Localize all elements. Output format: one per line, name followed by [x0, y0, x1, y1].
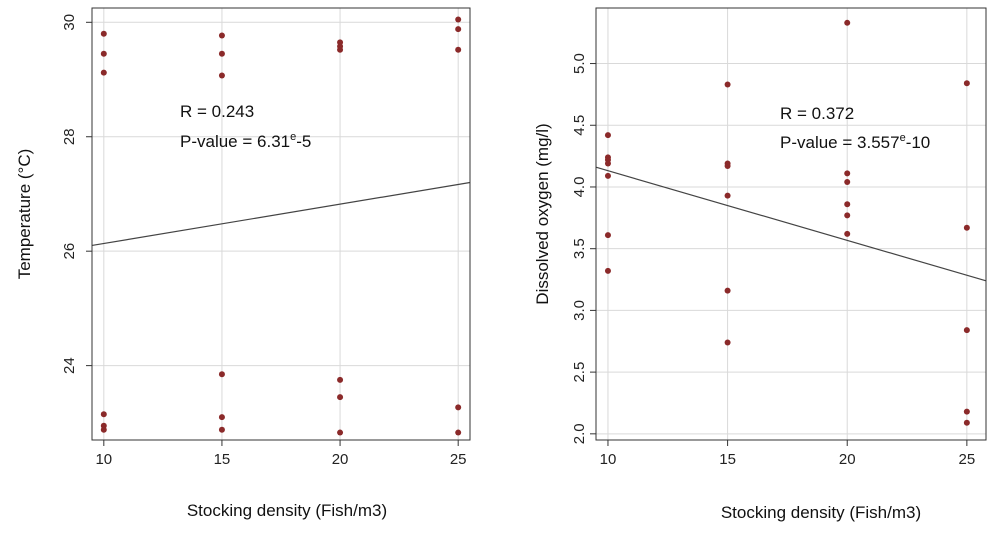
x-tick-label: 10 — [600, 451, 617, 468]
x-axis-title: Stocking density (Fish/m3) — [187, 501, 387, 520]
p-value-superscript: e — [290, 131, 296, 143]
p-value-text: P-value = 3.557e-10 — [780, 132, 930, 152]
y-tick-label: 3.0 — [571, 300, 588, 321]
p-value-superscript: e — [900, 132, 906, 144]
data-point — [337, 46, 344, 53]
regression-line — [595, 166, 987, 282]
data-point — [844, 230, 851, 237]
data-point — [337, 376, 344, 383]
data-point — [100, 50, 107, 57]
p-value-prefix: P-value = 3.557 — [780, 133, 900, 152]
r-value-text: R = 0.372 — [780, 104, 854, 123]
x-tick-label: 15 — [719, 451, 736, 468]
y-tick-label: 2.5 — [571, 362, 588, 383]
data-point — [724, 287, 731, 294]
x-tick-label: 25 — [450, 451, 467, 468]
data-point — [844, 19, 851, 26]
data-point — [455, 16, 462, 23]
y-tick-label: 3.5 — [571, 238, 588, 259]
data-point — [455, 46, 462, 53]
chart-panel-2: R = 0.372 P-value = 3.557e-10 10 15 20 25 2.0 2… — [533, 7, 987, 522]
data-point — [963, 224, 970, 231]
data-point — [218, 72, 225, 79]
data-point — [963, 80, 970, 87]
p-value-prefix: P-value = 6.31 — [180, 132, 290, 151]
data-point — [604, 172, 611, 179]
x-tick-label: 15 — [214, 451, 231, 468]
data-point — [963, 327, 970, 334]
data-point — [604, 160, 611, 167]
y-tick-label: 4.5 — [571, 115, 588, 136]
data-point — [963, 419, 970, 426]
data-point — [218, 50, 225, 57]
data-point — [100, 30, 107, 37]
y-tick-label: 5.0 — [571, 53, 588, 74]
p-value-suffix: -10 — [906, 133, 931, 152]
data-point — [218, 371, 225, 378]
y-tick-label: 26 — [61, 243, 78, 260]
data-point — [100, 411, 107, 418]
data-point — [963, 408, 970, 415]
p-value-suffix: -5 — [296, 132, 311, 151]
data-point — [100, 426, 107, 433]
data-point — [455, 26, 462, 33]
y-tick-label: 4.0 — [571, 177, 588, 198]
chart-panel-1: R = 0.243 P-value = 6.31e-5 10 15 20 25 24 26 28… — [15, 7, 471, 520]
data-point — [844, 212, 851, 219]
r-value-text: R = 0.243 — [180, 102, 254, 121]
x-tick-label: 25 — [959, 451, 976, 468]
data-point — [218, 32, 225, 39]
x-axis-title: Stocking density (Fish/m3) — [721, 503, 921, 522]
data-point — [100, 69, 107, 76]
plot-frame — [595, 7, 987, 441]
data-point — [337, 429, 344, 436]
data-point — [218, 414, 225, 421]
x-tick-label: 10 — [95, 451, 112, 468]
regression-line — [91, 181, 471, 247]
data-point — [724, 162, 731, 169]
data-point — [455, 429, 462, 436]
data-point — [724, 339, 731, 346]
y-axis-title: Dissolved oxygen (mg/l) — [533, 123, 552, 304]
y-tick-label: 2.0 — [571, 423, 588, 444]
y-tick-label: 28 — [61, 128, 78, 145]
data-point — [844, 170, 851, 177]
data-point — [218, 426, 225, 433]
data-point — [724, 81, 731, 88]
p-value-text: P-value = 6.31e-5 — [180, 131, 311, 151]
y-tick-label: 24 — [61, 357, 78, 374]
x-tick-label: 20 — [332, 451, 349, 468]
data-point — [604, 132, 611, 139]
data-point — [455, 404, 462, 411]
x-tick-label: 20 — [839, 451, 856, 468]
data-point — [844, 179, 851, 186]
data-point — [844, 201, 851, 208]
y-axis-title: Temperature (°C) — [15, 149, 34, 280]
data-point — [724, 192, 731, 199]
data-point — [337, 394, 344, 401]
y-tick-label: 30 — [61, 14, 78, 31]
plot-frame — [91, 7, 471, 441]
data-point — [604, 232, 611, 239]
data-point — [604, 267, 611, 274]
